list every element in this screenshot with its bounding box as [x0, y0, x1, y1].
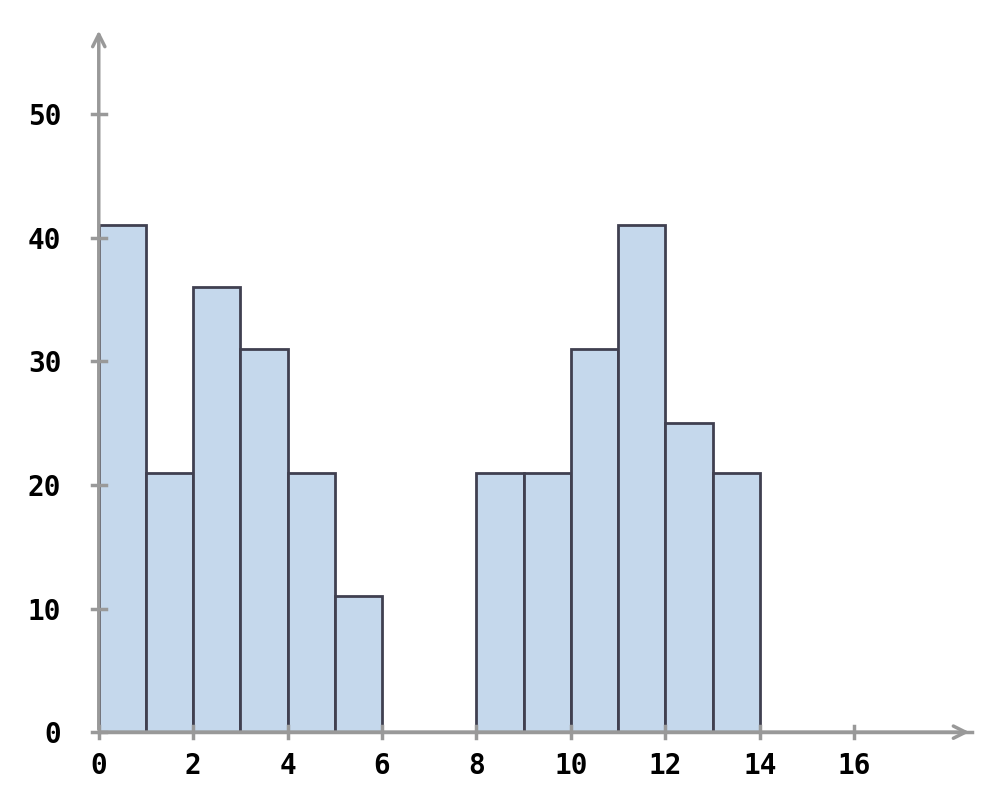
Bar	[665, 423, 713, 732]
Bar	[524, 473, 571, 732]
Bar	[571, 349, 618, 732]
Bar	[288, 473, 335, 732]
Bar	[476, 473, 524, 732]
Bar	[193, 288, 240, 732]
Bar	[618, 225, 665, 732]
Bar	[335, 596, 382, 732]
Bar	[146, 473, 193, 732]
Bar	[99, 225, 146, 732]
Bar	[713, 473, 760, 732]
Bar	[240, 349, 288, 732]
